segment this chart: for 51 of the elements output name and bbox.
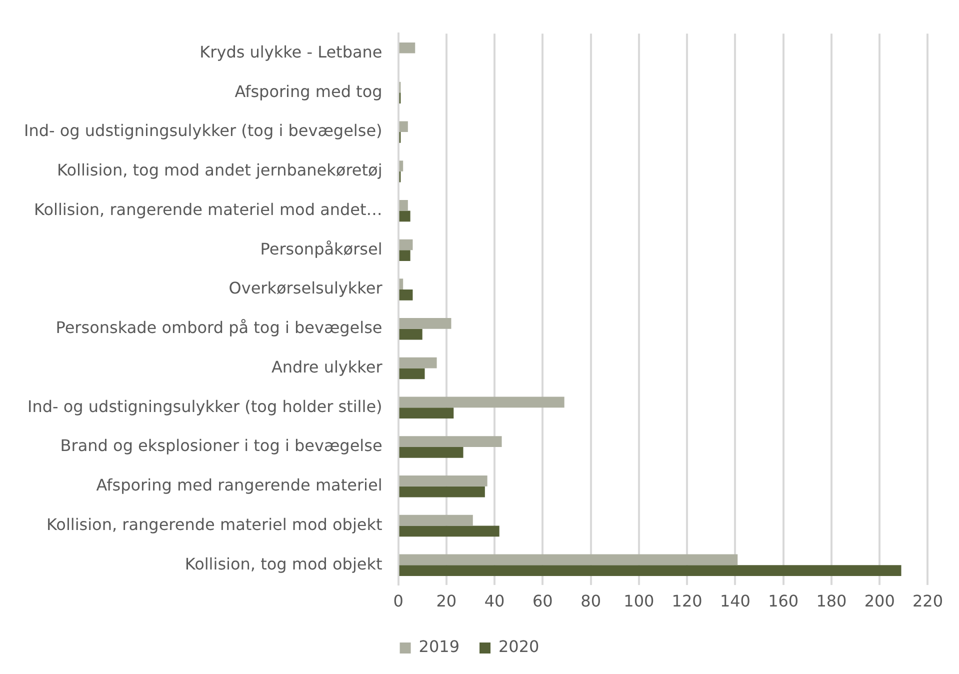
x-tick-label: 200 bbox=[864, 592, 895, 611]
y-tick-label: Andre ulykker bbox=[271, 357, 383, 376]
y-tick-label: Overkørselsulykker bbox=[228, 278, 383, 298]
bar bbox=[399, 239, 413, 250]
x-tick-label: 180 bbox=[816, 592, 847, 611]
bar bbox=[399, 42, 416, 54]
bar bbox=[399, 476, 488, 486]
x-tick-label: 140 bbox=[720, 592, 750, 611]
x-tick-label: 0 bbox=[393, 592, 404, 611]
x-tick-label: 80 bbox=[580, 592, 601, 611]
x-tick-label: 220 bbox=[912, 592, 944, 611]
bar bbox=[399, 486, 485, 498]
y-tick-label: Kollision, tog mod objekt bbox=[184, 554, 382, 574]
bar bbox=[399, 408, 454, 418]
y-tick-label: Personpåkørsel bbox=[260, 239, 382, 258]
bar bbox=[399, 210, 410, 222]
x-tick-label: 40 bbox=[484, 592, 505, 611]
bar bbox=[399, 357, 437, 368]
y-tick-label: Kollision, rangerende materiel mod objekt bbox=[46, 514, 382, 534]
x-tick-label: 100 bbox=[624, 592, 654, 611]
bar bbox=[399, 514, 473, 526]
bar bbox=[399, 328, 422, 340]
bar bbox=[399, 368, 425, 380]
legend-label: 2020 bbox=[498, 637, 540, 656]
bar bbox=[399, 200, 408, 211]
y-tick-label: Ind- og udstigningsulykker (tog holder stille) bbox=[28, 396, 382, 416]
bar bbox=[399, 121, 408, 132]
y-tick-label: Kollision, tog mod andet jernbanekøretøj bbox=[57, 160, 382, 180]
legend-label: 2019 bbox=[418, 637, 460, 656]
bar bbox=[399, 436, 502, 447]
bar bbox=[399, 318, 452, 329]
y-tick-label: Personskade ombord på tog i bevægelse bbox=[56, 318, 382, 338]
bar bbox=[399, 250, 410, 261]
y-tick-label: Afsporing med tog bbox=[234, 82, 382, 101]
bar bbox=[399, 447, 464, 458]
y-tick-label: Ind- og udstigningsulykker (tog i bevægelse) bbox=[24, 121, 382, 140]
bar bbox=[399, 565, 902, 576]
y-tick-label: Kollision, rangerende materiel mod andet… bbox=[34, 200, 382, 219]
x-tick-label: 160 bbox=[768, 592, 799, 611]
y-tick-label: Brand og eksplosioner i tog i bevægelse bbox=[60, 436, 382, 456]
y-tick-label: Afsporing med rangerende materiel bbox=[96, 476, 382, 495]
bar bbox=[399, 526, 500, 537]
bar bbox=[399, 554, 738, 566]
x-tick-label: 20 bbox=[436, 592, 457, 611]
bar bbox=[399, 160, 404, 172]
bar bbox=[399, 278, 404, 290]
bar bbox=[399, 396, 564, 408]
x-tick-label: 60 bbox=[532, 592, 553, 611]
y-tick-label: Kryds ulykke - Letbane bbox=[200, 42, 382, 62]
bar bbox=[399, 290, 413, 300]
x-tick-label: 120 bbox=[672, 592, 702, 611]
